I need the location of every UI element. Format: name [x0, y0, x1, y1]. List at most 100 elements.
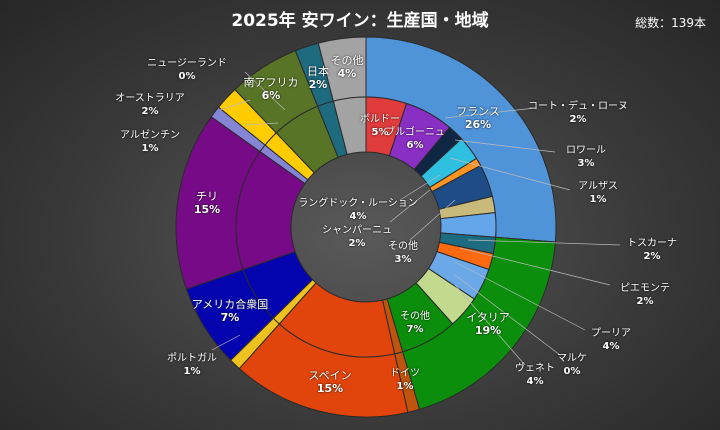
label-name: その他 — [330, 54, 364, 67]
leader-line — [454, 139, 556, 153]
label-name: アルゼンチン — [120, 130, 180, 141]
label-value: 2% — [569, 114, 587, 125]
label-name: ピエモンテ — [620, 283, 670, 294]
label-name: ロワール — [566, 145, 606, 156]
label-value: 2% — [308, 78, 328, 91]
data-label: その他 7% — [400, 310, 430, 336]
data-label: ニュージーランド 0% — [147, 57, 227, 83]
leader-line — [409, 199, 456, 241]
label-value: 15% — [316, 382, 344, 395]
label-name: アメリカ合衆国 — [191, 298, 269, 311]
leader-line — [449, 157, 571, 191]
label-value: 7% — [406, 324, 424, 335]
leader-line — [219, 99, 251, 111]
leader-line — [244, 71, 286, 111]
data-label: ロワール 3% — [566, 144, 606, 170]
label-value: 26% — [464, 118, 492, 131]
data-label: チリ 15% — [194, 190, 220, 216]
data-label: トスカーナ 2% — [627, 237, 677, 263]
label-name: 南アフリカ — [243, 76, 299, 89]
label-value: 6% — [406, 140, 424, 151]
label-value: 4% — [526, 376, 544, 387]
label-value: 1% — [589, 194, 607, 205]
data-label: ドイツ 1% — [390, 367, 420, 393]
data-label: イタリア 19% — [466, 311, 510, 337]
label-name: シャンパーニュ — [322, 225, 392, 236]
data-label: 日本 2% — [307, 65, 329, 91]
total-count: 総数：139本 — [635, 16, 706, 30]
data-label: ラングドック・ルーション 4% — [298, 197, 418, 223]
data-label: ヴェネト 4% — [515, 362, 555, 388]
label-name: ニュージーランド — [147, 58, 227, 69]
label-value: 1% — [141, 143, 159, 154]
label-name: アルザス — [578, 181, 618, 192]
leader-line — [454, 274, 561, 356]
label-value: 15% — [193, 203, 221, 216]
data-label: ピエモンテ 2% — [620, 282, 670, 308]
label-value: 6% — [261, 89, 281, 102]
data-label: プーリア 4% — [591, 327, 631, 353]
label-value: 4% — [349, 211, 367, 222]
data-label: コート・デュ・ローヌ 2% — [528, 100, 628, 126]
label-name: フランス — [456, 105, 500, 118]
label-value: 1% — [396, 381, 414, 392]
label-value: 0% — [563, 366, 581, 377]
label-name: オーストラリア — [115, 93, 185, 104]
label-value: 2% — [141, 106, 159, 117]
label-name: その他 — [400, 311, 430, 322]
data-label: ポルトガル 1% — [167, 352, 217, 378]
leader-line — [454, 284, 526, 366]
data-label: その他 4% — [331, 54, 364, 80]
leader-line — [399, 174, 441, 201]
data-label: スペイン 15% — [308, 369, 351, 395]
label-value: 4% — [337, 67, 357, 80]
label-value: 4% — [602, 341, 620, 352]
data-label: アルザス 1% — [578, 180, 618, 206]
data-label: その他 3% — [388, 240, 418, 266]
label-name: ブルゴーニュ — [385, 127, 445, 138]
leader-line — [389, 189, 431, 223]
label-name: コート・デュ・ローヌ — [528, 101, 628, 112]
label-value: 2% — [348, 238, 366, 249]
label-value: 2% — [636, 296, 654, 307]
leader-line — [459, 247, 611, 286]
label-name: ラングドック・ルーション — [298, 198, 418, 209]
leader-line — [211, 334, 241, 351]
label-value: 19% — [474, 324, 502, 337]
data-label: アルゼンチン 1% — [120, 129, 180, 155]
leader-line — [454, 261, 586, 331]
data-label: ブルゴーニュ 6% — [385, 126, 445, 152]
label-value: 3% — [394, 254, 412, 265]
label-value: 7% — [220, 311, 240, 324]
data-label: 南アフリカ 6% — [244, 76, 299, 102]
label-value: 2% — [643, 251, 661, 262]
inner-slice-12 — [332, 96, 367, 156]
chart-title: 2025年 安ワイン：生産国・地域 — [231, 11, 489, 31]
label-value: 0% — [178, 71, 196, 82]
data-label: フランス 26% — [456, 105, 500, 131]
leader-line — [467, 239, 621, 246]
label-name: プーリア — [591, 328, 631, 339]
data-label: アメリカ合衆国 7% — [192, 298, 268, 324]
data-label: ボルドー 5% — [360, 113, 400, 139]
label-name: その他 — [388, 241, 418, 252]
label-name: トスカーナ — [627, 238, 677, 249]
data-label: オーストラリア 2% — [115, 92, 185, 118]
leader-line — [444, 107, 536, 119]
label-name: ヴェネト — [515, 363, 555, 374]
label-name: 日本 — [307, 65, 329, 78]
label-value: 3% — [577, 158, 595, 169]
data-label: マルケ 0% — [557, 352, 587, 378]
label-name: マルケ — [557, 353, 587, 364]
label-name: チリ — [196, 190, 218, 203]
label-name: スペイン — [308, 369, 352, 382]
label-name: ボルドー — [360, 114, 400, 125]
label-value: 5% — [371, 127, 389, 138]
label-name: イタリア — [466, 311, 510, 324]
data-label: シャンパーニュ 2% — [322, 224, 392, 250]
label-value: 1% — [183, 366, 201, 377]
label-name: ドイツ — [390, 368, 420, 379]
leader-line — [244, 122, 279, 126]
